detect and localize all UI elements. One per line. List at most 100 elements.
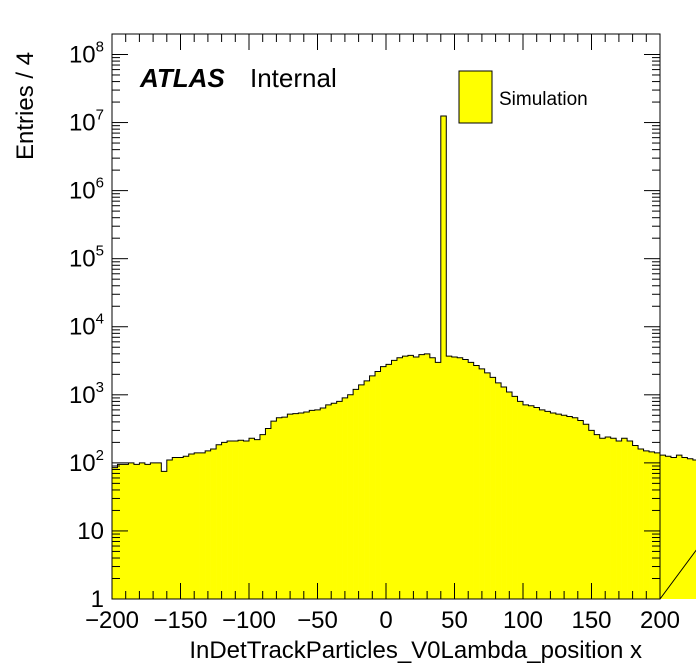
atlas-sublabel: Internal (250, 63, 337, 93)
histogram-bar (276, 417, 283, 599)
histogram-bar (495, 382, 502, 599)
histogram-bar (259, 434, 266, 599)
histogram-bar (342, 397, 348, 599)
histogram-bar (155, 462, 162, 599)
histogram-bar (364, 380, 370, 599)
histogram-bar (649, 451, 655, 599)
histogram-outline (111, 115, 696, 600)
histogram-bar (396, 357, 403, 599)
x-tick-label: 0 (379, 607, 392, 634)
histogram-bar (194, 452, 200, 599)
histogram-bar (177, 457, 184, 599)
histogram-bar (139, 462, 146, 599)
histogram-bar (681, 457, 688, 599)
histogram-bar (418, 354, 425, 599)
histogram-bar (216, 444, 222, 599)
y-axis-title: Entries / 4 (12, 52, 39, 160)
histogram-bar (287, 414, 294, 599)
legend-swatch (458, 70, 493, 124)
histogram-bar (347, 394, 354, 599)
histogram-bar (457, 357, 464, 599)
histogram-bar (424, 353, 431, 599)
histogram-bar (479, 368, 485, 599)
histogram-bar (331, 403, 337, 599)
histogram-bar (446, 356, 453, 599)
histogram-bar (281, 417, 288, 599)
histogram-bar (210, 448, 217, 599)
y-tick-label: 107 (69, 107, 104, 137)
histogram-bar (577, 420, 584, 599)
histogram-bar (501, 387, 507, 599)
histogram-bar (353, 389, 359, 599)
legend-label: Simulation (499, 89, 588, 110)
x-tick-label: 200 (640, 607, 680, 634)
histogram-bar (172, 457, 179, 599)
histogram-bar (265, 428, 272, 599)
histogram-bar (616, 440, 622, 599)
y-tick-label: 1 (91, 586, 104, 613)
histogram-bar (380, 366, 387, 599)
histogram-bar (638, 448, 644, 599)
histogram-bar (462, 359, 469, 599)
histogram-bar (692, 460, 696, 599)
histogram-bar (128, 462, 135, 599)
histogram-bar (621, 438, 628, 599)
x-tick-label: 50 (441, 607, 468, 634)
histogram-bar (512, 396, 518, 599)
histogram-bar (386, 364, 392, 599)
histogram-bar (665, 456, 672, 599)
histogram-bar (249, 438, 255, 599)
histogram-bar (687, 458, 694, 599)
y-tick-label: 102 (69, 447, 104, 477)
histogram-bar (435, 362, 442, 599)
histogram-bar (605, 436, 611, 599)
atlas-label: ATLAS (139, 63, 225, 93)
histogram-bar (238, 440, 244, 599)
histogram-bar (533, 407, 540, 599)
histogram-bar (112, 467, 118, 599)
histogram-bar (314, 409, 321, 599)
histogram-bar (528, 405, 535, 599)
histogram-bar (490, 377, 496, 599)
x-tick-label: −150 (153, 607, 207, 634)
histogram-bar (654, 452, 661, 599)
x-tick-label: −50 (297, 607, 338, 634)
histogram-bar (627, 440, 633, 599)
histogram-bar (506, 391, 513, 599)
histogram-bar (660, 455, 666, 599)
histogram-bar (232, 440, 239, 599)
histogram-bar (523, 404, 529, 599)
histogram-bar (632, 445, 639, 599)
x-tick-labels: −200 −150 −100 −50 0 50 100 150 200 (85, 607, 680, 634)
histogram-bar (161, 471, 168, 599)
histogram-bar (599, 438, 606, 599)
histogram-bar (555, 414, 562, 599)
histogram-bar (183, 456, 190, 599)
histogram-bar (270, 421, 277, 599)
histogram-bar (227, 440, 233, 599)
histogram-bar (610, 438, 617, 599)
histogram-bar (375, 371, 381, 599)
histogram-bar (309, 410, 316, 599)
histogram-bar (133, 464, 140, 599)
histogram-bar (484, 372, 491, 599)
histogram-bar (243, 440, 250, 599)
x-axis-title: InDetTrackParticles_V0Lambda_position x (189, 637, 642, 664)
histogram-bar (572, 417, 579, 599)
histogram-bar (407, 355, 414, 599)
histogram-bars (111, 115, 696, 600)
histogram-bar (468, 362, 474, 599)
histogram-bar (451, 356, 458, 599)
axis-ticks (111, 33, 661, 600)
histogram-bar (144, 464, 151, 599)
y-tick-label: 103 (69, 379, 104, 409)
histogram-bar (369, 375, 376, 599)
histogram-bar (166, 460, 173, 599)
x-tick-label: −100 (222, 607, 276, 634)
histogram-bar (336, 401, 343, 599)
histogram-bar (566, 416, 573, 599)
histogram-bar (670, 457, 677, 599)
histogram-bar (539, 409, 546, 599)
y-tick-label: 104 (69, 311, 104, 341)
